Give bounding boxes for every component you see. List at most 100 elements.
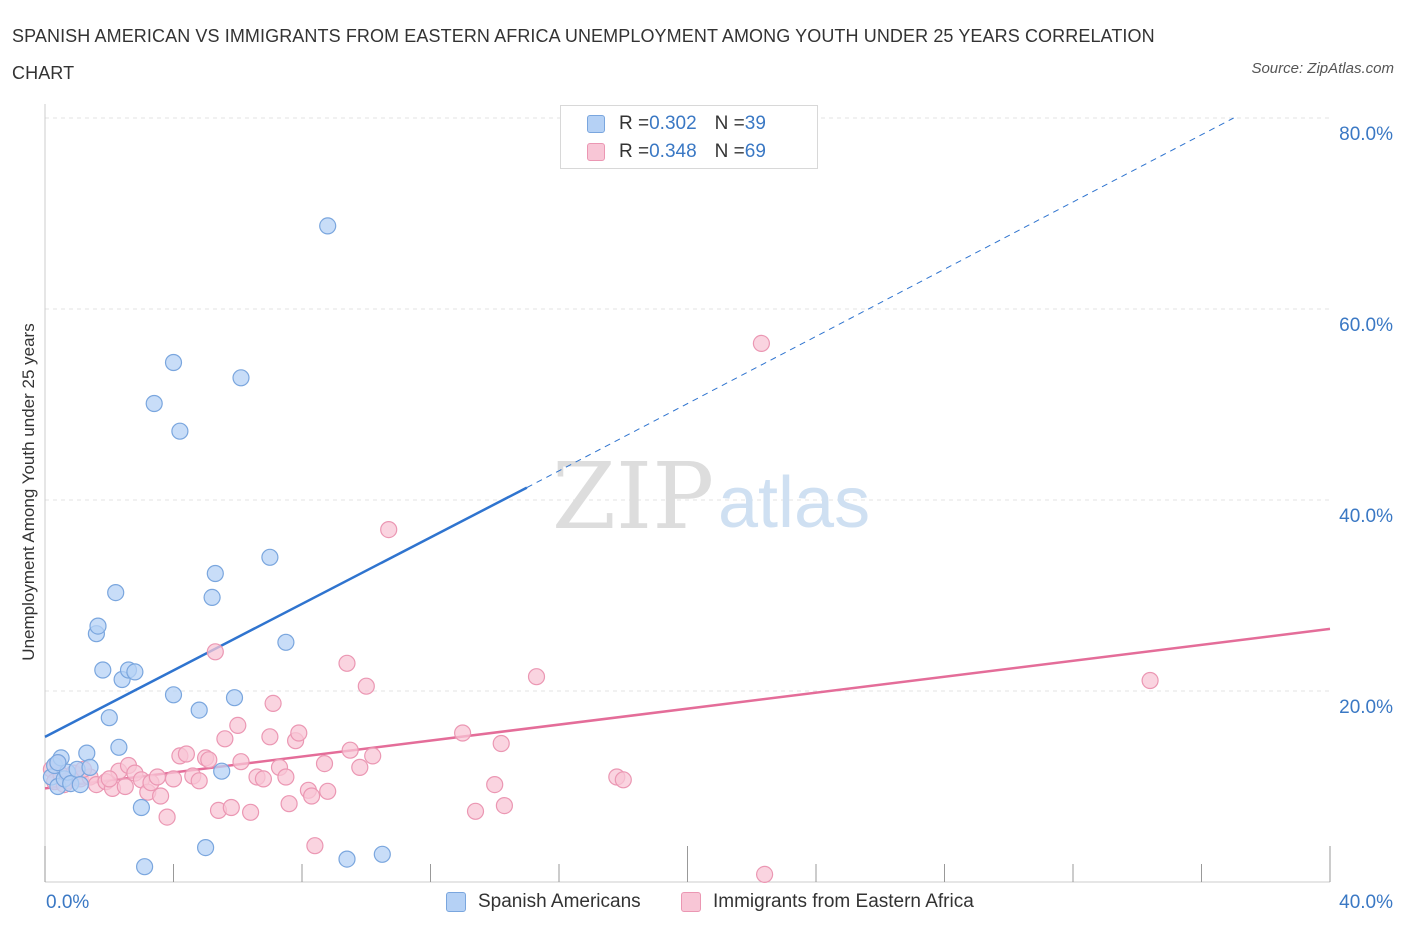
point-spanish-americans[interactable]: [373, 845, 391, 863]
legend-row-eastern-africa: R = 0.348 N = 69: [587, 140, 766, 164]
point-eastern-africa[interactable]: [351, 758, 369, 777]
point-spanish-americans[interactable]: [71, 775, 89, 794]
trend-line-spanish-americans-extension: [526, 117, 1234, 489]
point-eastern-africa[interactable]: [222, 798, 240, 817]
point-spanish-americans[interactable]: [190, 701, 208, 719]
point-eastern-africa[interactable]: [290, 724, 308, 742]
point-eastern-africa[interactable]: [315, 754, 334, 773]
point-spanish-americans[interactable]: [319, 217, 337, 235]
point-spanish-americans[interactable]: [107, 583, 125, 602]
source-label: Source: ZipAtlas.com: [1251, 60, 1394, 77]
point-spanish-americans[interactable]: [126, 663, 144, 681]
grid-lines: [45, 117, 1330, 692]
point-eastern-africa[interactable]: [466, 802, 485, 820]
point-eastern-africa[interactable]: [380, 520, 398, 539]
point-eastern-africa[interactable]: [319, 782, 337, 800]
point-eastern-africa[interactable]: [190, 772, 208, 790]
point-spanish-americans[interactable]: [100, 709, 118, 727]
chart-title: SPANISH AMERICAN VS IMMIGRANTS FROM EAST…: [12, 26, 1155, 83]
trend-line-spanish-americans: [44, 486, 528, 738]
point-spanish-americans[interactable]: [203, 588, 221, 607]
point-eastern-africa[interactable]: [306, 837, 324, 855]
point-eastern-africa[interactable]: [164, 770, 183, 788]
point-eastern-africa[interactable]: [242, 803, 260, 821]
point-eastern-africa[interactable]: [116, 777, 134, 796]
point-spanish-americans[interactable]: [277, 633, 295, 651]
point-spanish-americans[interactable]: [197, 838, 215, 857]
y-tick-label: 60.0%: [1339, 315, 1393, 336]
blue-swatch: [446, 892, 466, 912]
point-eastern-africa[interactable]: [454, 724, 472, 742]
point-spanish-americans[interactable]: [213, 762, 231, 780]
point-eastern-africa[interactable]: [216, 730, 234, 748]
legend-r-label: R =: [619, 141, 650, 162]
point-spanish-americans[interactable]: [132, 798, 150, 817]
point-spanish-americans[interactable]: [164, 353, 183, 372]
y-tick-labels: 20.0% 40.0% 60.0% 80.0%: [1339, 124, 1393, 718]
trend-lines: [44, 117, 1331, 790]
point-spanish-americans[interactable]: [145, 394, 163, 413]
point-eastern-africa[interactable]: [200, 751, 218, 769]
point-spanish-americans[interactable]: [78, 744, 96, 762]
pink-swatch: [681, 892, 701, 912]
blue-swatch: [587, 115, 605, 133]
point-spanish-americans[interactable]: [232, 369, 250, 387]
point-eastern-africa[interactable]: [148, 768, 166, 786]
point-eastern-africa[interactable]: [254, 770, 272, 788]
x-tick-labels: 0.0% 40.0%: [46, 892, 1393, 913]
point-eastern-africa[interactable]: [158, 808, 176, 826]
point-spanish-americans[interactable]: [81, 758, 99, 777]
trend-line-eastern-africa: [44, 627, 1331, 790]
point-eastern-africa[interactable]: [100, 770, 118, 788]
point-eastern-africa[interactable]: [206, 643, 224, 661]
point-eastern-africa[interactable]: [280, 795, 298, 813]
y-tick-label: 20.0%: [1339, 697, 1393, 718]
bottom-legend-spanish-americans[interactable]: Spanish Americans: [446, 889, 641, 915]
point-eastern-africa[interactable]: [614, 771, 632, 789]
bottom-legend-label: Immigrants from Eastern Africa: [713, 891, 974, 912]
point-eastern-africa[interactable]: [495, 796, 513, 815]
point-eastern-africa[interactable]: [261, 728, 279, 746]
point-eastern-africa[interactable]: [177, 745, 195, 763]
point-eastern-africa[interactable]: [492, 734, 510, 753]
legend-n-label: N =: [714, 113, 745, 134]
point-eastern-africa[interactable]: [357, 677, 375, 695]
legend-n-value: 69: [744, 141, 766, 162]
point-spanish-americans[interactable]: [164, 686, 183, 704]
y-tick-label: 40.0%: [1339, 506, 1393, 527]
point-spanish-americans[interactable]: [171, 422, 189, 440]
watermark-atlas-text: atlas: [718, 463, 870, 543]
watermark-zip-text: ZIP: [552, 443, 714, 550]
point-spanish-americans[interactable]: [49, 753, 67, 772]
point-eastern-africa[interactable]: [277, 768, 295, 786]
point-eastern-africa[interactable]: [364, 747, 382, 765]
bottom-legend-eastern-africa[interactable]: Immigrants from Eastern Africa: [681, 889, 974, 915]
legend-n-value: 39: [744, 113, 766, 134]
point-spanish-americans[interactable]: [261, 548, 279, 566]
point-eastern-africa[interactable]: [341, 741, 359, 759]
point-spanish-americans[interactable]: [338, 850, 356, 868]
point-spanish-americans[interactable]: [94, 661, 112, 679]
point-spanish-americans[interactable]: [89, 617, 107, 635]
point-eastern-africa[interactable]: [303, 787, 321, 805]
point-eastern-africa[interactable]: [232, 753, 250, 771]
point-eastern-africa[interactable]: [338, 654, 356, 672]
x-tick-label-max: 40.0%: [1339, 892, 1393, 913]
point-eastern-africa[interactable]: [1141, 671, 1159, 690]
point-eastern-africa[interactable]: [264, 694, 282, 713]
data-points: [42, 217, 1159, 884]
stats-legend: R = 0.302 N = 39 R = 0.348 N = 69: [560, 105, 818, 169]
point-eastern-africa[interactable]: [752, 334, 771, 352]
point-spanish-americans[interactable]: [206, 564, 224, 583]
point-eastern-africa[interactable]: [152, 787, 170, 805]
point-eastern-africa[interactable]: [755, 865, 774, 884]
point-eastern-africa[interactable]: [527, 668, 546, 686]
y-tick-label: 80.0%: [1339, 124, 1393, 145]
bottom-legend-label: Spanish Americans: [478, 891, 641, 912]
point-spanish-americans[interactable]: [136, 858, 154, 876]
point-spanish-americans[interactable]: [110, 738, 128, 756]
point-eastern-africa[interactable]: [229, 716, 247, 735]
point-eastern-africa[interactable]: [486, 775, 504, 794]
point-spanish-americans[interactable]: [225, 689, 244, 707]
legend-r-value: 0.348: [649, 141, 697, 162]
